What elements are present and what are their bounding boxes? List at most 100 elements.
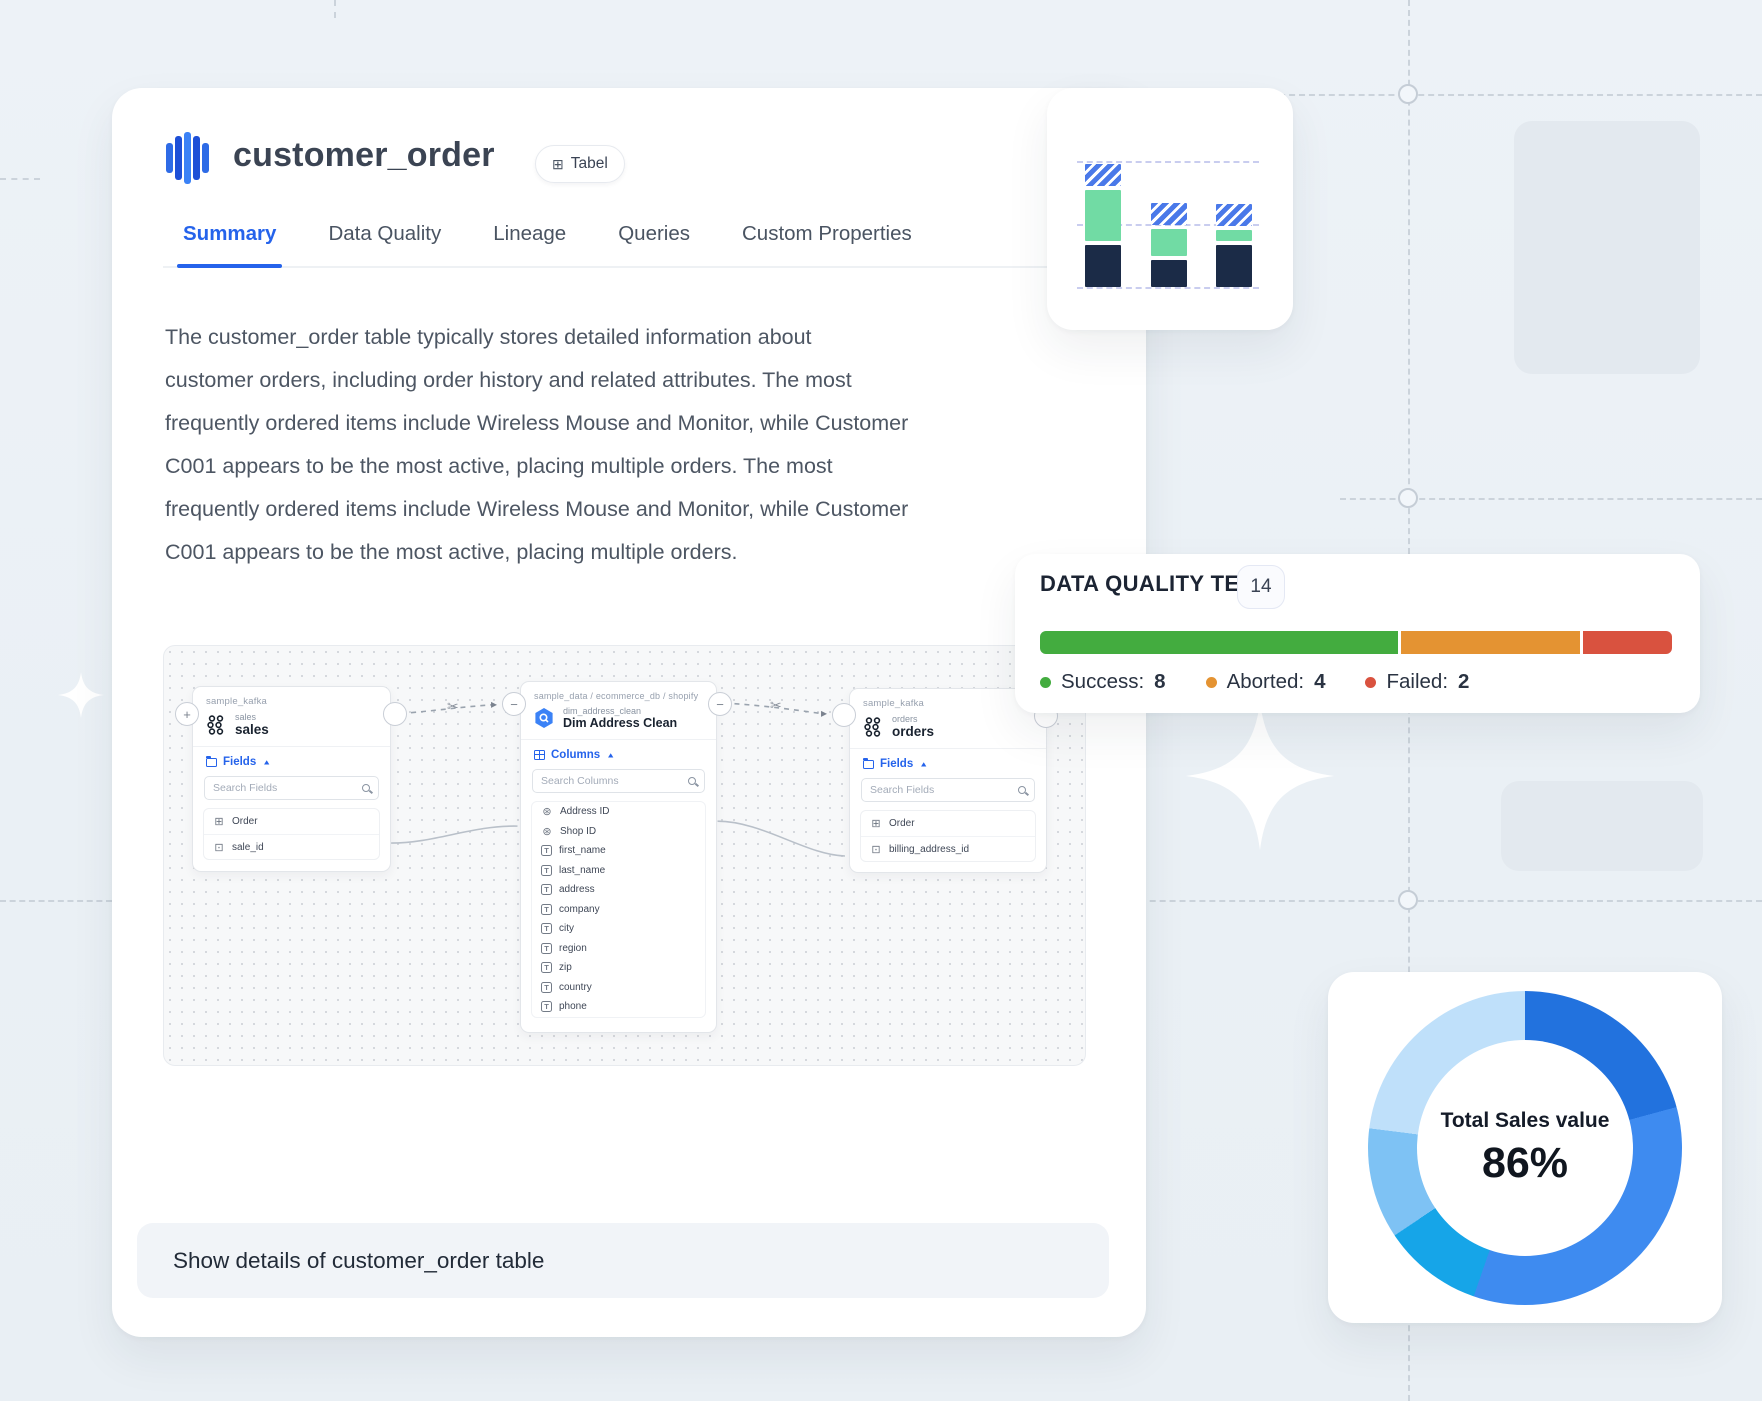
legend-value: 8: [1154, 670, 1166, 693]
search-icon: [1018, 786, 1026, 794]
table-grid-icon: ⊞: [214, 816, 224, 828]
text-type-icon: T: [541, 962, 552, 974]
column-row[interactable]: ⊛ Address ID: [532, 802, 705, 822]
chevron-up-icon: ▲: [262, 758, 272, 766]
progress-failed-segment: [1582, 631, 1672, 654]
gridline: [1077, 287, 1259, 289]
donut-ring: [1368, 991, 1682, 1305]
progress-success-segment: [1040, 631, 1398, 654]
columns-icon: [534, 750, 545, 760]
decor-placeholder-block: [1501, 781, 1703, 871]
node-title: orders: [892, 724, 935, 739]
expand-upstream-button[interactable]: +: [175, 702, 199, 726]
legend-aborted: Aborted: 4: [1205, 670, 1326, 694]
search-columns-input[interactable]: [541, 775, 688, 787]
scissors-icon[interactable]: ✂: [770, 697, 782, 713]
tab-custom-properties[interactable]: Custom Properties: [742, 222, 912, 266]
table-summary-text: The customer_order table typically store…: [165, 316, 908, 574]
text-type-icon: T: [541, 903, 552, 915]
search-fields-box: [204, 776, 379, 800]
summary-line: C001 appears to be the most active, plac…: [165, 540, 738, 564]
legend-value: 4: [1314, 670, 1326, 693]
folder-icon: [863, 757, 874, 769]
text-type-icon: T: [541, 981, 552, 993]
node-port-circle[interactable]: [832, 703, 856, 727]
field-row[interactable]: ⊞ Order: [204, 809, 379, 834]
column-label: last_name: [559, 864, 606, 876]
bar-chart-card: [1047, 88, 1293, 330]
prompt-input[interactable]: [137, 1223, 1109, 1298]
failed-dot-icon: [1365, 676, 1377, 688]
kafka-icon: [864, 716, 881, 737]
lineage-node-sales[interactable]: sample_kafka sales sales Fields ▲: [192, 686, 391, 872]
fields-section-toggle[interactable]: Fields ▲: [193, 747, 390, 774]
section-label: Columns: [551, 749, 601, 761]
hexagon-search-icon: [535, 708, 553, 728]
field-label: Order: [232, 816, 258, 827]
legend-label: Success:: [1061, 670, 1145, 693]
quality-legend: Success: 8 Aborted: 4 Failed: 2: [1040, 670, 1469, 694]
table-grid-icon: ⊞: [552, 155, 564, 172]
kafka-icon: [207, 714, 224, 735]
node-port-circle[interactable]: [383, 702, 407, 726]
search-icon: [362, 784, 370, 792]
field-row[interactable]: ⊞ Order: [861, 811, 1035, 836]
donut-center: Total Sales value 86%: [1368, 991, 1682, 1305]
tab-summary[interactable]: Summary: [176, 222, 283, 268]
field-row[interactable]: ⊡ billing_address_id: [861, 836, 1035, 861]
legend-label: Failed:: [1386, 670, 1449, 693]
chevron-up-icon: ▲: [606, 751, 616, 759]
page-title: customer_order: [233, 136, 495, 174]
column-label: city: [559, 923, 574, 935]
search-fields-input[interactable]: [213, 782, 362, 794]
node-source-name: sales: [235, 712, 257, 722]
field-box-icon: ⊡: [871, 843, 881, 856]
search-columns-box: [532, 769, 705, 793]
arrowhead-icon: ▸: [491, 697, 498, 711]
legend-success: Success: 8: [1040, 670, 1166, 694]
summary-line: The customer_order table typically store…: [165, 325, 812, 349]
column-label: Shop ID: [560, 825, 597, 837]
decor-dashed-line: [0, 178, 40, 180]
search-fields-input[interactable]: [870, 784, 1018, 796]
summary-line: customer orders, including order history…: [165, 368, 852, 392]
tab-lineage[interactable]: Lineage: [493, 222, 566, 266]
stacked-bar: [1085, 164, 1121, 287]
field-row[interactable]: ⊡ sale_id: [204, 834, 379, 859]
tab-queries[interactable]: Queries: [618, 222, 690, 266]
column-row[interactable]: ⊛ Shop ID: [532, 822, 705, 842]
summary-line: frequently ordered items include Wireles…: [165, 497, 909, 521]
text-type-icon: T: [541, 845, 552, 857]
node-title: sales: [235, 722, 269, 737]
asset-type-badge: ⊞ Tabel: [535, 145, 625, 183]
column-label: phone: [559, 1001, 587, 1013]
columns-section-toggle[interactable]: Columns ▲: [521, 740, 716, 767]
section-label: Fields: [880, 758, 914, 770]
decor-node-dot: [1398, 890, 1418, 910]
tab-data-quality[interactable]: Data Quality: [328, 222, 441, 266]
lineage-node-orders[interactable]: sample_kafka orders orders Fields ▲: [849, 688, 1047, 873]
tests-count-badge: 14: [1237, 565, 1285, 609]
table-detail-card: customer_order ⊞ Tabel Summary Data Qual…: [112, 88, 1146, 1337]
scissors-icon[interactable]: ✂: [447, 698, 459, 714]
collapse-node-button[interactable]: −: [502, 692, 526, 716]
collapse-node-button[interactable]: −: [708, 692, 732, 716]
lineage-node-dim-address-clean[interactable]: sample_data / ecommerce_db / shopify dim…: [520, 681, 717, 1033]
total-sales-card: Total Sales value 86%: [1328, 972, 1722, 1323]
table-logo-icon: [165, 132, 209, 184]
column-label: company: [559, 903, 600, 915]
legend-value: 2: [1458, 670, 1470, 693]
fields-section-toggle[interactable]: Fields ▲: [850, 749, 1046, 776]
text-type-icon: T: [541, 923, 552, 935]
decor-dashed-line: [0, 900, 112, 902]
